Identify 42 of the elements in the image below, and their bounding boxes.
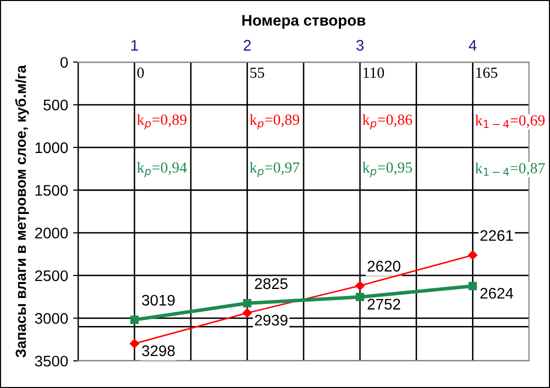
y-tick-label: 3500 [34,356,68,367]
point [468,282,477,290]
point [130,338,140,348]
data-label: 3298 [142,345,175,356]
y-tick-label: 0 [60,56,68,68]
y-tick-label: 2500 [35,270,68,282]
annotation: 165 [476,68,498,78]
y-tick-label: 500 [44,100,68,110]
data-label: 2752 [368,298,400,310]
annotation: k$_{p}$=0,86 [362,114,412,130]
x-axis-title: Номера створов [242,15,366,29]
point [468,250,478,260]
y-tick-label: 3000 [34,313,68,324]
x-tick-label: 2 [244,40,251,51]
y-axis-title: Запасы влаги в метровом слое, куб.м/га [15,64,29,358]
annotation: 110 [364,68,384,78]
y-tick-label: 2000 [35,228,68,238]
annotation: k$_{p}$=0,89 [250,114,300,130]
annotation: k$_{p}$=0,94 [137,162,187,178]
y-tick-label: 1500 [36,184,68,196]
data-label: 2939 [254,314,288,326]
point [243,299,252,308]
annotation: k$_{p}$=0,89 [137,114,186,130]
point [242,308,252,318]
point [355,281,365,290]
annotation: 55 [250,68,264,78]
annotation: 0 [137,68,144,78]
x-tick-label: 1 [131,40,138,51]
point [356,292,364,302]
x-tick-label: 4 [468,40,477,51]
annotation: k$_{1−4}$=0,87 [475,162,545,176]
x-tick-label: 3 [356,40,364,51]
data-label: 3019 [142,294,175,306]
y-tick-label: 1000 [36,142,68,154]
data-label: 2261 [480,230,513,241]
annotation: k$_{p}$=0,97 [250,162,300,178]
annotation: k$_{p}$=0,95 [362,162,412,178]
annotation: k$_{1−4}$=0,69 [475,114,545,128]
point [130,316,139,324]
data-label: 2825 [254,278,288,290]
data-label: 2624 [480,288,514,299]
data-label: 2620 [368,260,400,272]
